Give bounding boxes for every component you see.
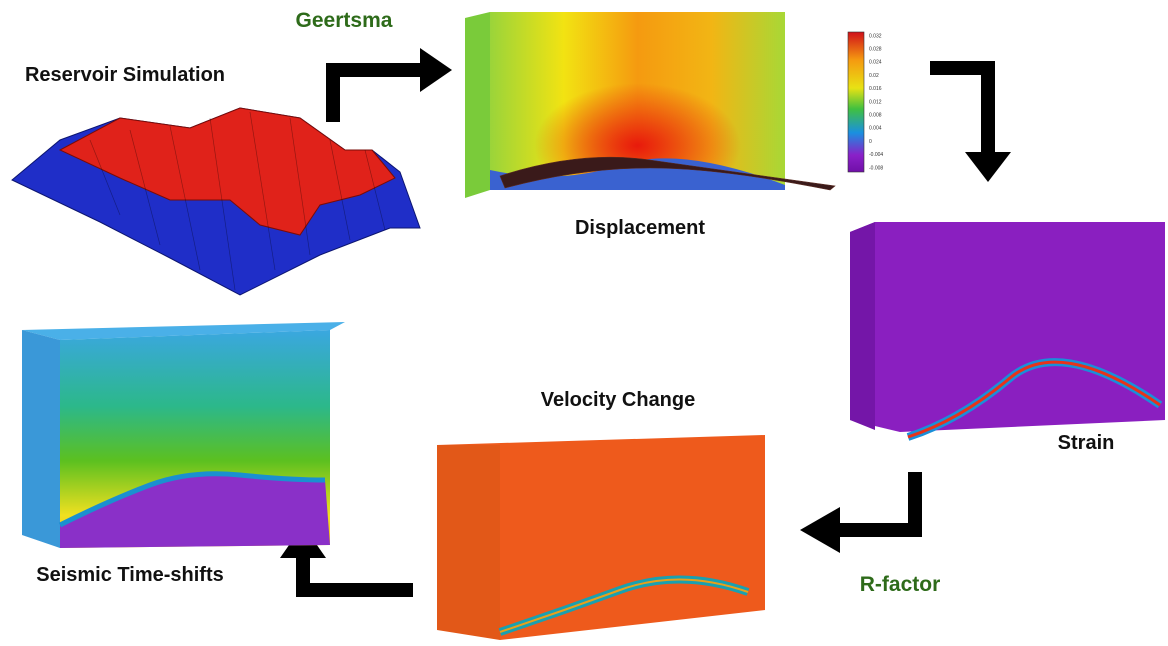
- colorbar-tick-label: 0.024: [869, 60, 882, 66]
- step-label: Reservoir Simulation: [25, 64, 225, 86]
- colorbar-tick-label: 0.02: [869, 73, 879, 79]
- transition-label: Geertsma: [296, 9, 393, 32]
- step-label: Seismic Time-shifts: [36, 564, 223, 586]
- page: Reservoir Simulation Geertsma Displaceme…: [0, 0, 1168, 646]
- transition-label: R-factor: [860, 573, 941, 596]
- colorbar: [848, 32, 864, 172]
- reservoir-model: [12, 108, 420, 295]
- seismic-model: [22, 322, 345, 548]
- step-label: Strain: [1058, 432, 1115, 454]
- colorbar-tick-label: 0: [869, 139, 872, 145]
- arrow: [832, 472, 915, 530]
- arrow-head: [800, 507, 840, 553]
- colorbar-tick-label: 0.008: [869, 113, 882, 119]
- arrow-head: [965, 152, 1011, 182]
- colorbar-tick-label: 0.012: [869, 99, 882, 105]
- step-label: Velocity Change: [541, 389, 696, 411]
- arrow: [333, 70, 428, 122]
- arrow-head: [420, 48, 452, 92]
- colorbar-tick-label: 0.032: [869, 33, 882, 39]
- colorbar-tick-label: 0.028: [869, 47, 882, 53]
- colorbar-tick-label: 0.004: [869, 126, 882, 132]
- colorbar-tick-label: -0.008: [869, 165, 883, 171]
- arrow: [930, 68, 988, 160]
- colorbar-ticks: 0.032 0.028 0.024 0.02 0.016 0.012 0.008 0.004 0…: [869, 33, 883, 171]
- colorbar-tick-label: 0.016: [869, 86, 882, 92]
- velocity-model: [437, 435, 765, 640]
- diagram: Reservoir Simulation Geertsma Displaceme…: [0, 0, 1168, 646]
- step-label: Displacement: [575, 217, 705, 239]
- colorbar-tick-label: -0.004: [869, 152, 883, 158]
- displacement-model: [465, 12, 835, 198]
- strain-model: [850, 222, 1165, 437]
